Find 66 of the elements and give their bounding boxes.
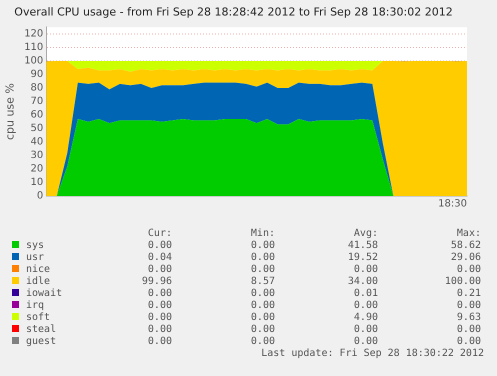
text: 0.00 — [250, 240, 275, 252]
y-axis-title: cpu use % — [3, 83, 16, 140]
y-tick-label: 60 — [30, 110, 44, 121]
text: 41.58 — [346, 240, 378, 252]
text: 0.21 — [456, 288, 481, 300]
text: Avg: — [352, 228, 378, 240]
text: 29.06 — [450, 252, 481, 264]
text: 0.00 — [352, 324, 378, 336]
chart-title: Overall CPU usage - from Fri Sep 28 18:28:42 2012 to Fri Sep 28 18:30:02 2012 — [14, 5, 453, 18]
legend-label: nice — [26, 264, 52, 276]
text: Last update: Fri Sep 28 18:30:22 2012 — [260, 348, 485, 360]
text: 0.00 — [146, 324, 172, 336]
text: 0.00 — [456, 336, 481, 348]
text: 0.00 — [146, 336, 172, 348]
text: 0.00 — [250, 324, 275, 336]
text: 0.00 — [146, 240, 172, 252]
y-tick-label: 30 — [30, 150, 44, 162]
text: 0.04 — [146, 252, 172, 264]
text: 34.00 — [346, 276, 378, 288]
legend-label: guest — [26, 336, 58, 348]
text: 0.00 — [352, 300, 378, 312]
text: 19.52 — [346, 252, 378, 264]
text: 0.00 — [250, 288, 275, 300]
text: 100.00 — [444, 276, 481, 288]
text: 18:30 — [438, 198, 467, 210]
text: 0.00 — [146, 264, 172, 276]
y-tick-label: 120 — [24, 28, 44, 40]
y-tick-label: 110 — [24, 42, 44, 54]
text: Cur: — [146, 228, 172, 240]
text: 0.00 — [250, 252, 275, 264]
legend-label: iowait — [26, 288, 64, 300]
y-tick-label: 100 — [24, 56, 44, 67]
text: 0.00 — [250, 264, 275, 276]
text: 0.00 — [352, 264, 378, 276]
text: 0.00 — [456, 300, 481, 312]
text: Min: — [250, 228, 275, 240]
legend-label: idle — [26, 276, 52, 288]
y-tick-label: 20 — [30, 164, 44, 175]
text: 0.00 — [456, 324, 481, 336]
text: 9.63 — [456, 312, 481, 324]
text: 8.57 — [250, 276, 275, 288]
legend-label: steal — [26, 324, 58, 336]
legend-label: sys — [26, 240, 46, 252]
y-tick-label: 0 — [36, 190, 44, 202]
y-tick-label: 50 — [30, 123, 44, 134]
text: 0.00 — [146, 288, 172, 300]
y-tick-label: 70 — [30, 96, 44, 108]
legend-label: irq — [26, 300, 46, 312]
text: 0.01 — [352, 288, 378, 300]
text: 0.00 — [146, 312, 172, 324]
text: 0.00 — [250, 312, 275, 324]
legend-label: usr — [26, 252, 46, 264]
text: 0.00 — [352, 336, 378, 348]
text: 99.96 — [140, 276, 172, 288]
text: 4.90 — [352, 312, 378, 324]
text: 0.00 — [250, 336, 275, 348]
y-tick-label: 40 — [30, 136, 44, 148]
text: 0.00 — [146, 300, 172, 312]
text: 0.00 — [456, 264, 481, 276]
y-tick-label: 80 — [30, 82, 44, 94]
legend-label: soft — [26, 312, 52, 324]
text: Max: — [456, 228, 481, 240]
y-tick-label: 90 — [30, 69, 44, 80]
y-tick-label: 10 — [30, 177, 44, 188]
text: 58.62 — [450, 240, 481, 252]
text: 0.00 — [250, 300, 275, 312]
